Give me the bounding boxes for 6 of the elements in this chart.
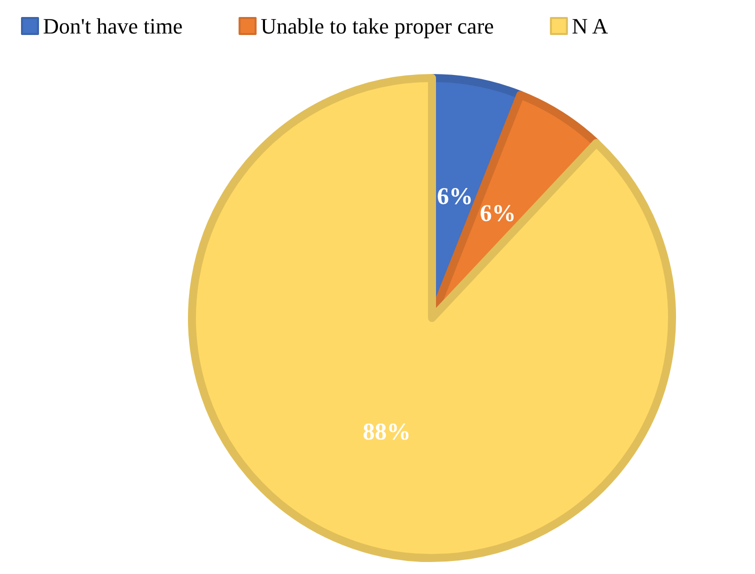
data-label: 88% — [362, 419, 411, 446]
legend-label: N A — [572, 14, 608, 38]
legend-label: Unable to take proper care — [260, 14, 494, 38]
data-label: 6% — [480, 201, 516, 228]
legend-label: Don't have time — [43, 14, 183, 38]
data-label: 6% — [437, 184, 474, 210]
